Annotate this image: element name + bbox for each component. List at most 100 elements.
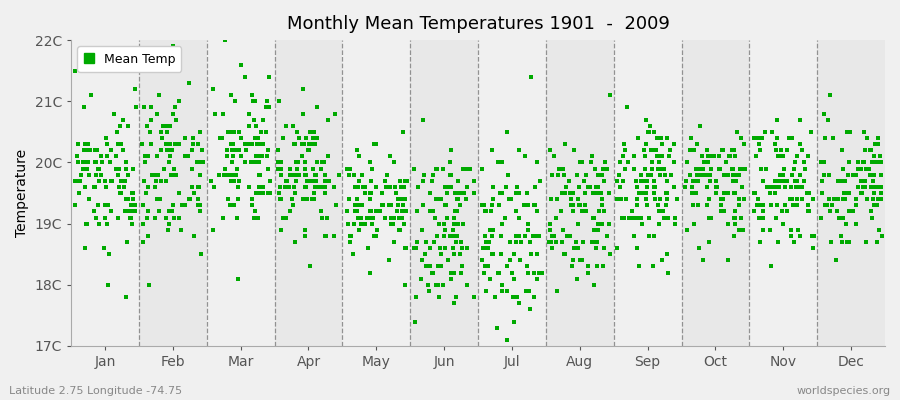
Point <box>806 233 821 239</box>
Point <box>460 245 474 251</box>
Point <box>436 220 451 227</box>
Point <box>782 135 796 141</box>
Point <box>79 159 94 166</box>
Point <box>770 116 784 123</box>
Point <box>430 263 445 270</box>
Point <box>647 184 662 190</box>
Point <box>144 141 158 147</box>
Point <box>364 220 379 227</box>
Point <box>253 172 267 178</box>
Point <box>242 110 256 117</box>
Point <box>595 220 609 227</box>
Point <box>141 208 156 214</box>
Point <box>764 202 778 208</box>
Point <box>756 226 770 233</box>
Point <box>527 202 542 208</box>
Bar <box>817 40 885 346</box>
Point <box>842 172 856 178</box>
Point <box>840 129 854 135</box>
Point <box>733 226 747 233</box>
Point <box>761 184 776 190</box>
Point <box>68 178 82 184</box>
Point <box>563 233 578 239</box>
Point <box>680 226 695 233</box>
Point <box>263 178 277 184</box>
Point <box>703 178 717 184</box>
Point <box>354 214 368 221</box>
Point <box>393 226 408 233</box>
Point <box>253 172 267 178</box>
Point <box>716 147 730 154</box>
Point <box>446 233 461 239</box>
Point <box>348 184 363 190</box>
Point <box>224 141 238 147</box>
Point <box>712 165 726 172</box>
Point <box>414 276 428 282</box>
Point <box>440 184 454 190</box>
Point <box>652 165 666 172</box>
Point <box>664 172 679 178</box>
Point <box>370 226 384 233</box>
Point <box>172 98 186 104</box>
Point <box>721 220 735 227</box>
Point <box>579 208 593 214</box>
Point <box>822 172 836 178</box>
Point <box>443 172 457 178</box>
Point <box>353 202 367 208</box>
Point <box>874 172 888 178</box>
Point <box>566 190 580 196</box>
Point <box>248 135 263 141</box>
Point <box>160 147 175 154</box>
Point <box>721 172 735 178</box>
Point <box>347 172 362 178</box>
Point <box>367 233 382 239</box>
Point <box>98 135 112 141</box>
Point <box>224 141 238 147</box>
Point <box>572 159 587 166</box>
Point <box>261 147 275 154</box>
Point <box>248 208 263 214</box>
Point <box>644 172 658 178</box>
Point <box>410 239 424 245</box>
Point <box>460 282 474 288</box>
Point <box>164 172 178 178</box>
Bar <box>274 40 342 346</box>
Point <box>558 251 572 258</box>
Point <box>463 165 477 172</box>
Point <box>779 178 794 184</box>
Point <box>789 153 804 160</box>
Point <box>737 141 751 147</box>
Point <box>182 80 196 86</box>
Point <box>521 202 535 208</box>
Point <box>352 153 366 160</box>
Point <box>315 159 329 166</box>
Point <box>775 208 789 214</box>
Point <box>261 190 275 196</box>
Point <box>642 129 656 135</box>
Point <box>250 141 265 147</box>
Point <box>749 153 763 160</box>
Point <box>251 214 266 221</box>
Point <box>135 141 149 147</box>
Point <box>295 141 310 147</box>
Point <box>71 159 86 166</box>
Point <box>571 196 585 202</box>
Point <box>398 282 412 288</box>
Point <box>592 208 607 214</box>
Point <box>751 202 765 208</box>
Point <box>393 184 408 190</box>
Point <box>230 165 244 172</box>
Point <box>858 184 872 190</box>
Point <box>778 202 792 208</box>
Point <box>780 208 795 214</box>
Point <box>276 214 291 221</box>
Point <box>512 300 526 306</box>
Point <box>434 251 448 258</box>
Point <box>710 184 724 190</box>
Point <box>831 178 845 184</box>
Point <box>776 172 790 178</box>
Point <box>190 159 204 166</box>
Point <box>319 233 333 239</box>
Point <box>208 110 222 117</box>
Point <box>492 159 507 166</box>
